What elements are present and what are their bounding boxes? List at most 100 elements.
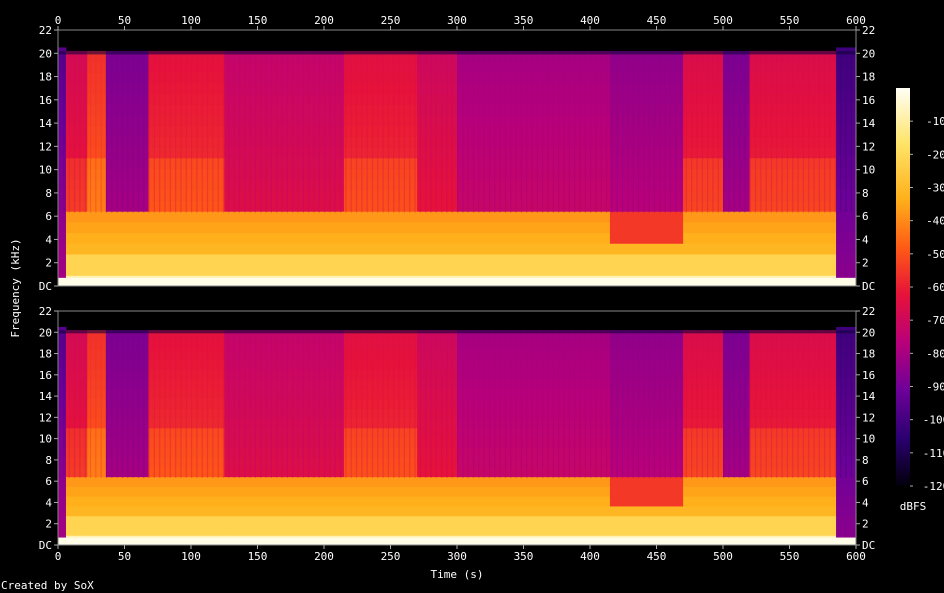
spectrogram-cell xyxy=(457,525,611,536)
spectrogram-transient xyxy=(478,330,480,478)
y-tick-label-left: 10 xyxy=(39,433,52,446)
spectrogram-transient xyxy=(175,330,177,478)
spectrogram-transient xyxy=(712,50,714,213)
spectrogram-cell xyxy=(417,147,458,159)
spectrogram-cell xyxy=(65,378,88,390)
spectrogram-transient xyxy=(621,330,624,478)
spectrogram-transient xyxy=(435,50,437,213)
spectrogram-cell xyxy=(457,82,611,95)
spectrogram-cell xyxy=(148,115,225,127)
spectrogram-cell xyxy=(105,349,149,360)
spectrogram-transient xyxy=(728,330,730,478)
spectrogram-cell xyxy=(609,136,684,148)
spectrogram-cell xyxy=(148,211,225,223)
spectrogram-cell xyxy=(58,336,67,348)
spectrogram-cell xyxy=(749,418,837,429)
y-tick-label-right: 22 xyxy=(862,305,875,318)
y-tick-label-left: 10 xyxy=(39,164,52,177)
spectrogram-transient xyxy=(212,50,214,213)
spectrogram-cell xyxy=(65,505,88,517)
spectrogram-transient xyxy=(648,50,650,213)
y-tick-label-right: 14 xyxy=(862,117,876,130)
spectrogram-cell xyxy=(609,466,684,478)
spectrogram-cell xyxy=(343,264,418,276)
spectrogram-cell xyxy=(417,457,458,468)
spectrogram-transient xyxy=(749,50,751,213)
spectrogram-cell xyxy=(749,505,837,517)
spectrogram-cell xyxy=(224,359,345,370)
spectrogram-transient xyxy=(382,50,384,213)
spectrogram-transient xyxy=(281,330,283,478)
spectrogram-cell xyxy=(224,427,345,439)
spectrogram-cell xyxy=(343,136,418,148)
spectrogram-cell xyxy=(609,447,684,458)
spectrogram-transient xyxy=(547,330,549,478)
spectrogram-cell xyxy=(749,179,837,191)
spectrogram-cell xyxy=(105,157,149,169)
spectrogram-cell xyxy=(723,221,751,234)
spectrogram-transient xyxy=(590,50,592,213)
spectrogram-transient xyxy=(770,330,773,478)
spectrogram-cell xyxy=(65,61,88,73)
spectrogram-cell xyxy=(749,437,837,448)
spectrogram-transient xyxy=(286,50,288,213)
spectrogram-cell xyxy=(105,437,149,448)
spectrogram-cell xyxy=(65,243,88,255)
spectrogram-cell xyxy=(749,93,837,105)
spectrogram-transient xyxy=(616,50,618,213)
spectrogram-cell xyxy=(417,50,458,63)
spectrogram-transient xyxy=(286,330,288,478)
spectrogram-cell xyxy=(749,221,837,234)
spectrogram-cell xyxy=(457,243,611,255)
spectrogram-cell xyxy=(836,515,857,526)
spectrogram-transient xyxy=(318,50,320,213)
spectrogram-cell xyxy=(148,93,225,105)
spectrogram-cell xyxy=(65,437,88,448)
spectrogram-cell xyxy=(343,476,418,487)
spectrogram-transient xyxy=(675,330,677,478)
x-tick-label-top: 350 xyxy=(514,14,534,27)
spectrogram-cell xyxy=(417,339,458,351)
spectrogram-cell xyxy=(148,232,225,244)
spectrogram-cell xyxy=(224,93,345,105)
y-tick-label-left: 18 xyxy=(39,71,52,84)
spectrogram-transient xyxy=(121,50,124,213)
spectrogram-cell xyxy=(683,200,724,212)
spectrogram-cell xyxy=(683,125,724,137)
spectrogram-cell xyxy=(836,416,857,427)
spectrogram-transient xyxy=(776,330,778,478)
spectrogram-cell xyxy=(58,366,67,378)
spectrogram-cell xyxy=(417,125,458,137)
colorbar-gradient xyxy=(896,88,910,486)
spectrogram-cell xyxy=(836,242,857,254)
spectrogram-transient xyxy=(462,50,464,213)
spectrogram-cell xyxy=(224,221,345,234)
spectrogram-transient xyxy=(84,50,86,213)
spectrogram-cell xyxy=(65,157,88,169)
spectrogram-transient xyxy=(457,50,459,213)
spectrogram-cell xyxy=(58,465,67,477)
y-tick-label-left: 16 xyxy=(39,94,52,107)
spectrogram-cell xyxy=(224,486,345,497)
spectrogram-transient xyxy=(616,330,618,478)
spectrogram-transient xyxy=(148,330,150,478)
x-tick-label-bottom: 200 xyxy=(314,550,334,563)
spectrogram-cell xyxy=(749,104,837,116)
spectrogram-cell xyxy=(148,189,225,202)
spectrogram-cell xyxy=(417,264,458,276)
spectrogram-cell xyxy=(723,427,751,439)
spectrogram-transient xyxy=(222,50,225,213)
spectrogram-cell xyxy=(457,200,611,212)
x-tick-label-top: 450 xyxy=(647,14,667,27)
spectrogram-transient xyxy=(611,330,613,478)
spectrogram-cell xyxy=(65,398,88,409)
spectrogram-cell xyxy=(749,82,837,95)
spectrogram-transient xyxy=(659,330,661,478)
spectrogram-cell xyxy=(417,447,458,458)
spectrogram-transient xyxy=(685,330,687,478)
spectrogram-cell xyxy=(58,475,67,487)
spectrogram-cell xyxy=(457,136,611,148)
spectrogram-cell xyxy=(343,339,418,351)
spectrogram-cell xyxy=(836,123,857,135)
spectrogram-transient xyxy=(536,330,538,478)
